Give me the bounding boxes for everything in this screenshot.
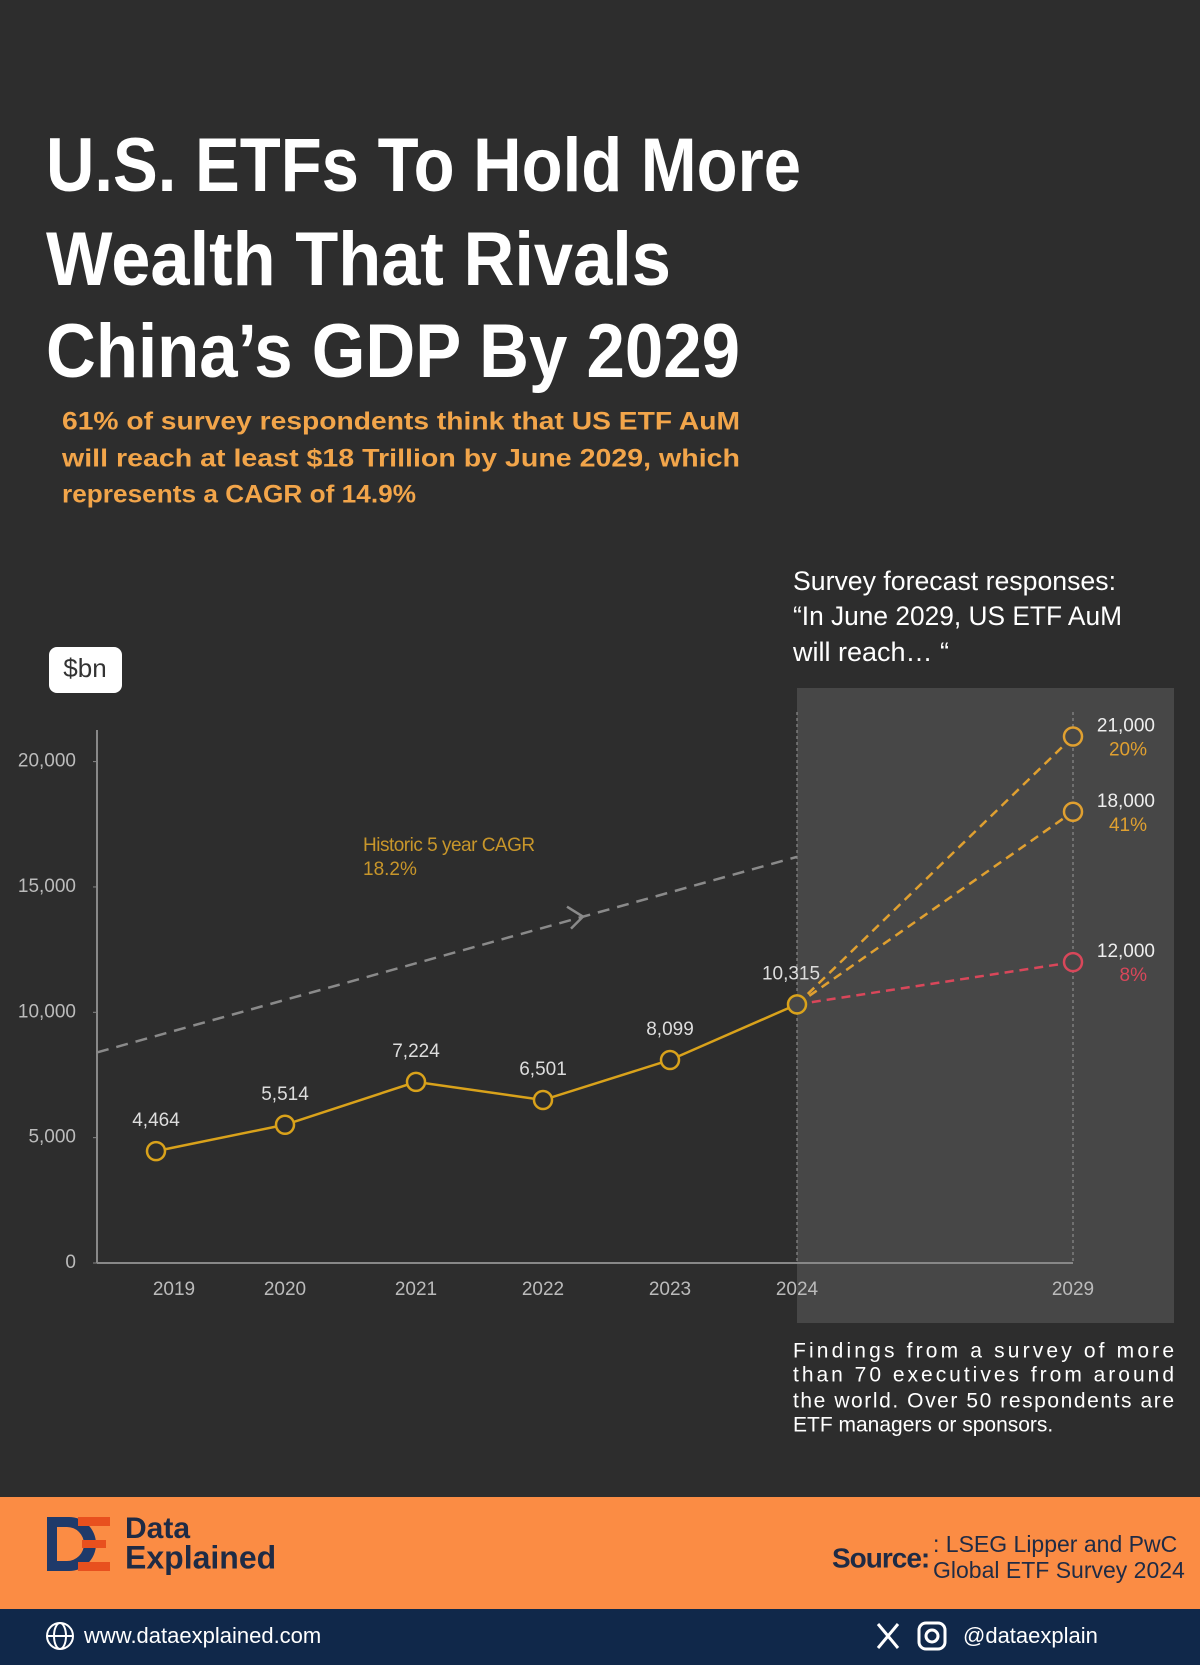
forecast-panel — [797, 688, 1174, 1323]
source-label: Source: — [832, 1542, 929, 1573]
x-icon[interactable] — [876, 1623, 900, 1649]
y-tick-label: 20,000 — [18, 751, 76, 772]
subtitle-line: represents a CAGR of 14.9% — [62, 481, 416, 509]
forecast-share-label: 20% — [1109, 740, 1147, 761]
title-line: U.S. ETFs To Hold More — [46, 123, 801, 208]
point — [145, 1140, 167, 1162]
footnote-line: than 70 executives from around — [793, 1364, 1174, 1387]
footnote-line: the world. Over 50 respondents are — [793, 1390, 1174, 1413]
point — [786, 994, 808, 1015]
value-label: 6,501 — [519, 1059, 567, 1080]
forecast-point — [1062, 801, 1084, 822]
footer-bar — [0, 1609, 1200, 1665]
y-tick-label: 5,000 — [28, 1127, 76, 1148]
forecast-share-label: 41% — [1109, 815, 1147, 836]
x-tick-label: 2023 — [649, 1279, 691, 1300]
x-tick-label: 2019 — [153, 1279, 195, 1300]
unit-label: $bn — [63, 653, 106, 683]
forecast-value-label: 18,000 — [1097, 791, 1155, 812]
trend-line — [96, 855, 798, 1054]
title-line: Wealth That Rivals — [46, 217, 671, 302]
value-label: 4,464 — [132, 1110, 180, 1131]
forecast-heading: Survey forecast responses: — [793, 566, 1116, 596]
handle: @dataexplain — [963, 1623, 1098, 1648]
forecast-value-label: 12,000 — [1097, 941, 1155, 962]
x-tick-label: 2020 — [264, 1279, 306, 1300]
y-tick-label: 0 — [65, 1252, 76, 1273]
forecast-heading: “In June 2029, US ETF AuM — [793, 601, 1122, 631]
x-tick-label: 2021 — [395, 1279, 437, 1300]
logo — [47, 1517, 110, 1571]
point — [659, 1049, 681, 1071]
y-tick-label: 15,000 — [18, 876, 76, 897]
value-label: 7,224 — [392, 1041, 440, 1062]
website: www.dataexplained.com — [83, 1623, 321, 1648]
forecast-point — [1062, 726, 1084, 747]
x-tick-label: 2022 — [522, 1279, 564, 1300]
footnote-line: ETF managers or sponsors. — [793, 1414, 1053, 1437]
globe-icon — [46, 1622, 74, 1650]
instagram-icon[interactable] — [917, 1621, 947, 1651]
point — [274, 1114, 296, 1136]
series-line — [155, 1003, 798, 1153]
brand: Explained — [125, 1539, 276, 1575]
title-line: China’s GDP By 2029 — [46, 309, 740, 394]
forecast-point — [1062, 951, 1084, 973]
forecast-line — [796, 810, 1074, 1006]
point — [532, 1089, 554, 1111]
source-text: : LSEG Lipper and PwC — [933, 1531, 1177, 1557]
subtitle-line: 61% of survey respondents think that US … — [62, 408, 740, 436]
y-tick-label: 10,000 — [18, 1001, 76, 1022]
x-tick-label: 2029 — [1052, 1279, 1094, 1300]
brand: Data — [125, 1512, 190, 1545]
trend-arrow — [566, 905, 585, 930]
trend-label: Historic 5 year CAGR — [363, 835, 535, 856]
source-text: Global ETF Survey 2024 — [933, 1557, 1185, 1583]
forecast-value-label: 21,000 — [1097, 716, 1155, 737]
point — [405, 1071, 427, 1093]
subtitle-line: will reach at least $18 Trillion by June… — [61, 445, 740, 473]
value-label: 8,099 — [646, 1019, 694, 1040]
trend-rate: 18.2% — [363, 859, 417, 880]
value-label: 10,315 — [762, 963, 820, 984]
value-label: 5,514 — [261, 1084, 309, 1105]
x-tick-label: 2024 — [776, 1279, 819, 1300]
forecast-heading: will reach… “ — [792, 637, 949, 667]
forecast-line — [796, 960, 1074, 1006]
unit-box — [49, 647, 122, 693]
forecast-share-label: 8% — [1120, 965, 1148, 986]
forecast-line — [796, 735, 1074, 1006]
footer-band — [0, 1497, 1200, 1609]
